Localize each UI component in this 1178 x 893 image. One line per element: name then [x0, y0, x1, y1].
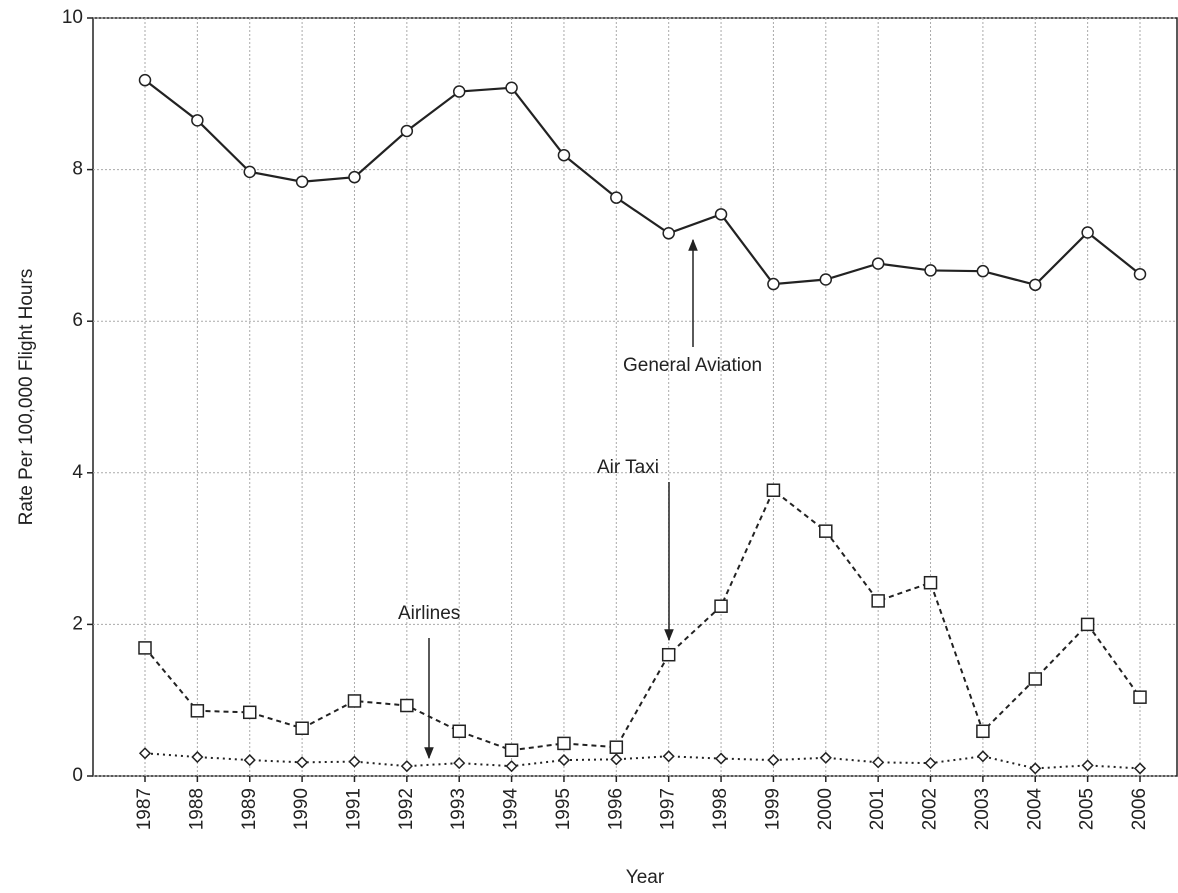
point: [505, 81, 518, 94]
x-tick-label: 1993: [448, 788, 469, 830]
point: [662, 750, 675, 763]
y-tick-label: 2: [72, 613, 83, 634]
point: [609, 740, 624, 754]
x-tick-label: 1996: [605, 788, 626, 830]
point: [138, 73, 152, 87]
series-line: [144, 752, 1141, 770]
point: [1133, 267, 1147, 281]
point: [295, 721, 309, 735]
point: [296, 756, 309, 769]
x-tick-label: 2004: [1024, 788, 1045, 831]
point: [191, 750, 204, 764]
x-tick-label: 2005: [1077, 788, 1098, 830]
x-tick-label: 2006: [1129, 788, 1150, 830]
y-axis-label: Rate Per 100,000 Flight Hours: [16, 269, 37, 526]
point: [347, 694, 362, 708]
series-line: [144, 488, 1141, 752]
point: [557, 736, 571, 751]
point: [767, 754, 780, 767]
point: [662, 227, 675, 240]
point: [400, 698, 414, 713]
point: [295, 175, 309, 188]
marks: [138, 73, 1147, 775]
point: [191, 114, 204, 127]
x-tick-label: 1995: [553, 788, 574, 830]
x-tick-label: 2001: [867, 788, 888, 830]
point: [348, 170, 361, 184]
x-tick-label: 1989: [239, 788, 260, 830]
point: [924, 264, 937, 277]
point: [924, 757, 937, 770]
point: [1081, 759, 1094, 772]
x-axis-label: Year: [626, 867, 665, 888]
y-tick-label: 4: [72, 462, 83, 483]
series-line: [144, 79, 1141, 287]
point: [819, 524, 833, 538]
point: [1133, 690, 1147, 704]
point: [1028, 672, 1043, 686]
annotation: Air Taxi: [597, 457, 659, 478]
point: [610, 753, 623, 766]
point: [661, 647, 676, 662]
point: [819, 751, 832, 764]
point: [714, 599, 728, 613]
point: [610, 191, 623, 204]
point: [400, 124, 414, 138]
x-tick-label: 1988: [186, 788, 207, 830]
x-tick-label: 2000: [815, 788, 836, 830]
x-tick-label: 1998: [710, 788, 731, 830]
x-tick-label: 1987: [134, 788, 155, 830]
point: [1029, 278, 1042, 292]
point: [243, 754, 256, 767]
point: [976, 264, 990, 278]
point: [766, 483, 781, 497]
point: [138, 641, 152, 655]
point: [242, 705, 257, 720]
point: [1133, 762, 1147, 775]
point: [138, 747, 152, 760]
y-tick-label: 10: [62, 7, 83, 28]
annotation: General Aviation: [623, 355, 762, 376]
point: [872, 756, 885, 769]
point: [557, 148, 571, 162]
point: [557, 754, 571, 767]
point: [1081, 226, 1094, 239]
point: [976, 750, 989, 763]
x-tick-label: 2003: [972, 788, 993, 830]
y-tick-label: 8: [72, 159, 83, 180]
point: [871, 257, 885, 270]
x-tick-label: 1991: [343, 788, 364, 830]
point: [871, 594, 885, 608]
x-tick-label: 1990: [291, 788, 312, 830]
point: [505, 760, 518, 773]
plot-frame: [92, 17, 1178, 777]
grid: [93, 17, 1177, 777]
point: [976, 724, 990, 739]
y-tick-label: 6: [72, 310, 83, 331]
point: [453, 757, 466, 770]
point: [243, 165, 256, 179]
annotation: Airlines: [398, 603, 460, 624]
point: [452, 724, 466, 739]
y-tick-label: 0: [72, 765, 83, 786]
point: [923, 575, 938, 590]
point: [819, 273, 833, 286]
point: [1080, 617, 1095, 632]
x-tick-label: 2002: [920, 788, 941, 830]
point: [452, 85, 466, 98]
point: [714, 752, 728, 765]
x-tick-label: 1999: [762, 788, 783, 830]
x-tick-label: 1997: [658, 788, 679, 830]
point: [767, 277, 780, 291]
point: [400, 760, 413, 773]
x-tick-label: 1992: [396, 788, 417, 830]
point: [504, 743, 519, 757]
point: [714, 208, 728, 221]
point: [1029, 762, 1042, 775]
x-tick-label: 1994: [501, 788, 522, 831]
point: [190, 704, 205, 718]
point: [348, 755, 361, 768]
